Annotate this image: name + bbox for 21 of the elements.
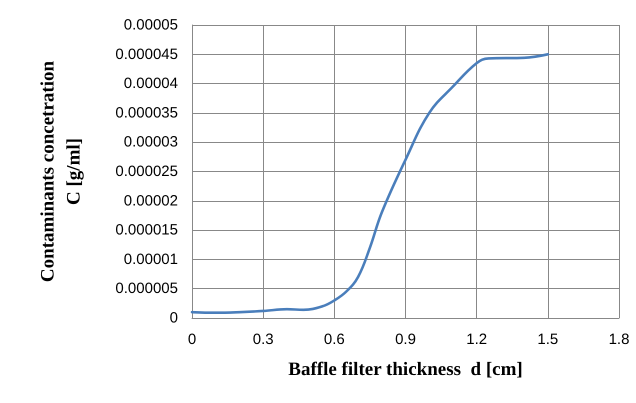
y-tick-label: 0.000015: [115, 222, 178, 239]
y-tick-label: 0: [170, 310, 178, 326]
x-tick-label: 1.2: [466, 331, 488, 348]
x-tick-label: 0.9: [395, 331, 416, 348]
y-axis-title: Contaminants concetration C [g/ml]: [38, 60, 84, 282]
y-tick-label: 0.000035: [115, 104, 178, 122]
y-tick-label: 0.00002: [124, 192, 178, 210]
y-tick-label: 0.000025: [115, 163, 178, 180]
y-tick-label: 0.00005: [124, 16, 178, 34]
y-tick-label: 0.000045: [115, 46, 178, 63]
y-tick-label: 0.000005: [115, 280, 178, 298]
line-series: [190, 53, 550, 314]
y-tick-label: 0.00004: [124, 75, 178, 92]
x-axis-title: Baffle filter thickness d [cm]: [288, 359, 523, 380]
x-tick-label: 1.8: [608, 331, 630, 348]
x-tick-label: 1.5: [537, 331, 558, 348]
x-tick-label: 0.6: [324, 331, 345, 348]
y-tick-label: 0.00003: [124, 134, 178, 151]
x-tick-label: 0.3: [252, 331, 274, 348]
x-tick-label: 0: [188, 331, 196, 348]
y-tick-label: 0.00001: [124, 250, 178, 268]
